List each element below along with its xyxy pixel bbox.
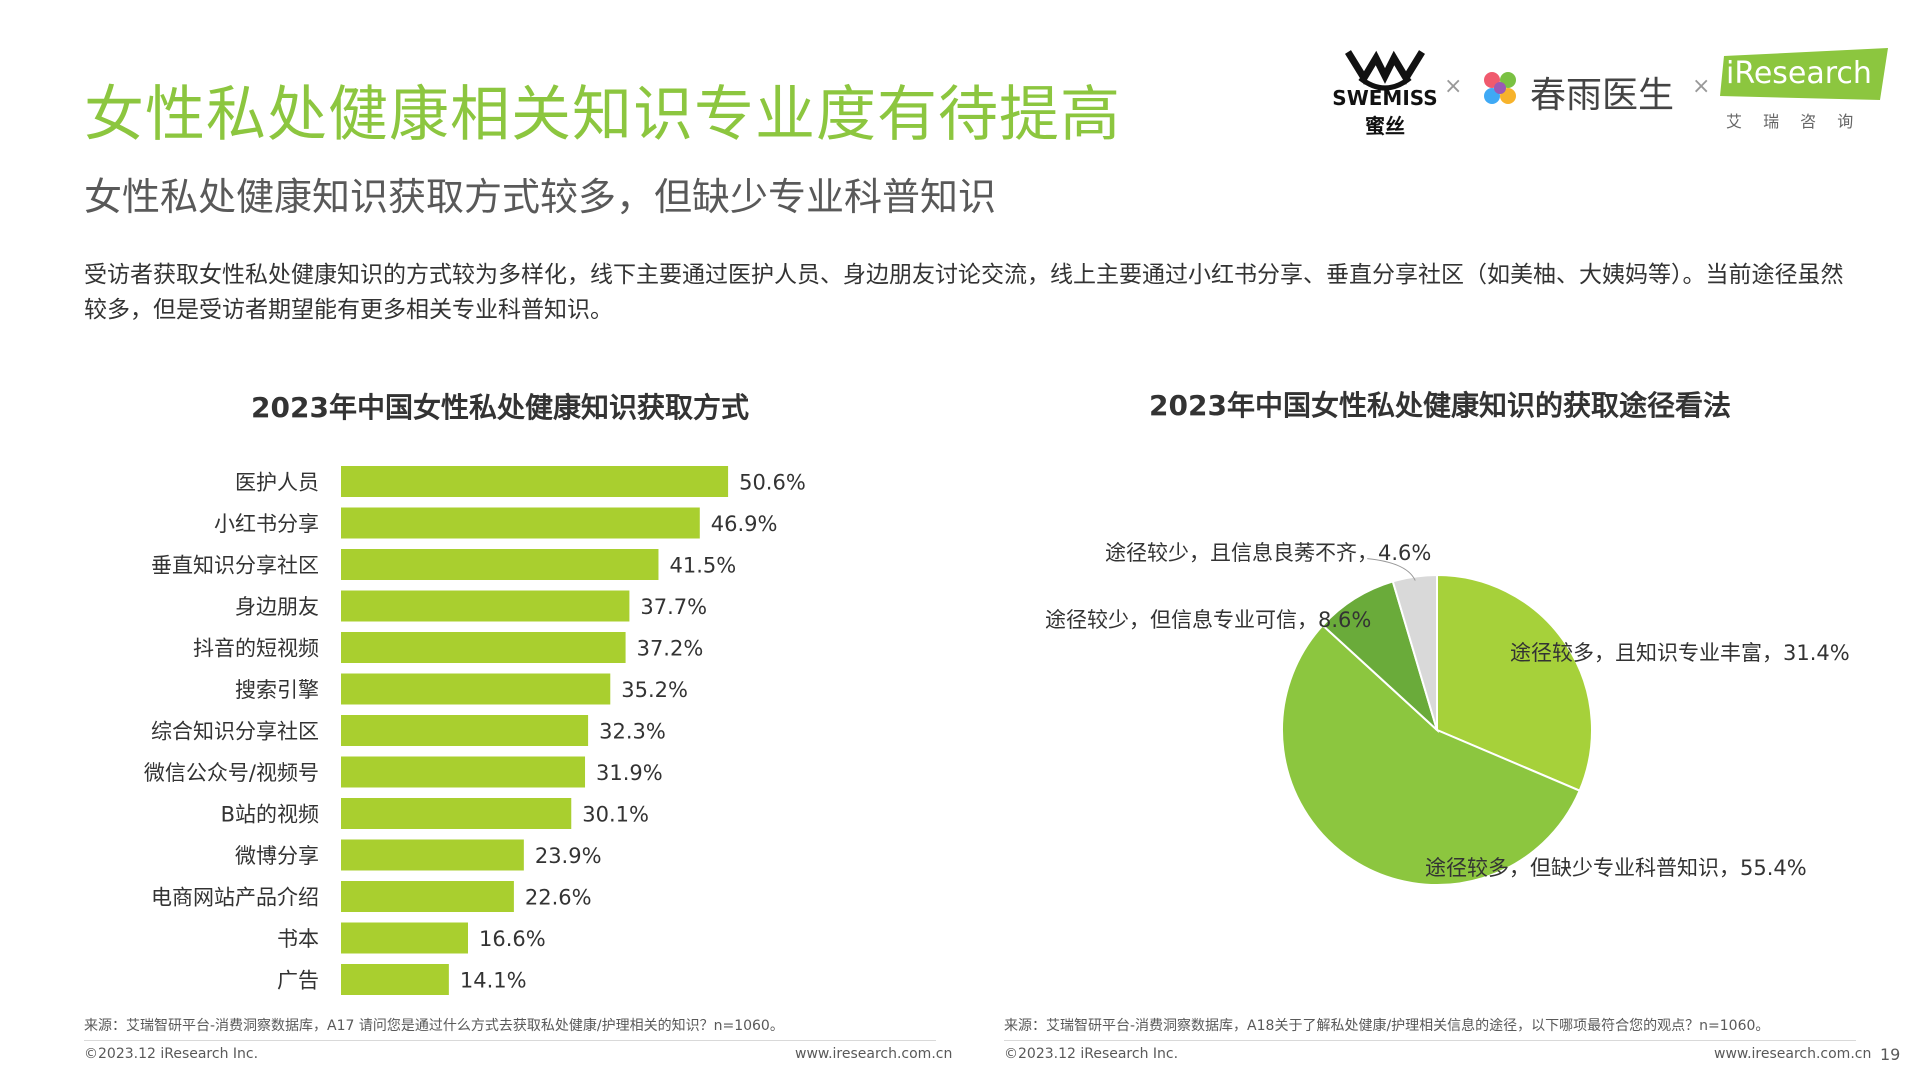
- bar: [341, 549, 659, 580]
- bar-value-label: 35.2%: [621, 678, 688, 702]
- iresearch-logo-text: iResearch: [1726, 56, 1872, 91]
- bar-value-label: 23.9%: [535, 844, 602, 868]
- bar-category-label: 微博分享: [235, 844, 319, 868]
- pie-chart-title: 2023年中国女性私处健康知识的获取途径看法: [1149, 389, 1731, 422]
- swemiss-mark-icon: [1345, 50, 1425, 91]
- iresearch-logo-cn: 艾 瑞 咨 询: [1726, 112, 1862, 131]
- bar-value-label: 37.7%: [640, 595, 707, 619]
- bar: [341, 839, 524, 871]
- description-text: 受访者获取女性私处健康知识的方式较为多样化，线下主要通过医护人员、身边朋友讨论交…: [84, 262, 1844, 323]
- bar-category-label: 垂直知识分享社区: [151, 554, 319, 578]
- bar-category-label: 抖音的短视频: [193, 637, 319, 661]
- bar-value-label: 37.2%: [637, 637, 704, 661]
- bar: [341, 715, 589, 746]
- iresearch-banner-icon: [1720, 48, 1888, 100]
- page-title: 女性私处健康相关知识专业度有待提高: [84, 80, 1121, 150]
- bar-category-label: 电商网站产品介绍: [151, 886, 319, 910]
- bar-category-label: 书本: [277, 927, 319, 951]
- right-source-note: 来源：艾瑞智研平台-消费洞察数据库，A18关于了解私处健康/护理相关信息的途径，…: [1004, 1018, 1770, 1034]
- bar: [341, 673, 611, 705]
- bar-category-label: 医护人员: [235, 471, 319, 495]
- pie-slice: [1436, 573, 1593, 792]
- left-copyright: ©2023.12 iResearch Inc.: [84, 1046, 259, 1062]
- pie-slice-label: 途径较多，且知识专业丰富，31.4%: [1510, 641, 1850, 665]
- page-subtitle: 女性私处健康知识获取方式较多，但缺少专业科普知识: [84, 175, 997, 219]
- bar: [341, 466, 729, 497]
- left-url[interactable]: www.iresearch.com.cn: [795, 1046, 953, 1062]
- chunyu-flower-icon: [1484, 72, 1516, 104]
- pie-slice-label: 途径较少，且信息良莠不齐，4.6%: [1105, 541, 1431, 565]
- swemiss-logo-text: SWEMISS: [1332, 86, 1438, 110]
- bar-category-label: 广告: [277, 969, 319, 993]
- pie-slice: [1281, 623, 1581, 886]
- bar-value-label: 22.6%: [525, 886, 592, 910]
- bar: [341, 798, 572, 829]
- bar: [341, 507, 700, 539]
- bar-category-label: 小红书分享: [214, 512, 319, 536]
- bar-value-label: 14.1%: [460, 969, 527, 993]
- right-footer-divider: [1004, 1040, 1856, 1041]
- logo-separator: ×: [1444, 74, 1463, 99]
- bar-value-label: 46.9%: [711, 512, 778, 536]
- pie-slice-label: 途径较多，但缺少专业科普知识，55.4%: [1425, 856, 1807, 880]
- bar: [341, 881, 514, 912]
- bar-value-label: 31.9%: [596, 761, 663, 785]
- right-url[interactable]: www.iresearch.com.cn: [1714, 1046, 1872, 1062]
- page-number: 19: [1880, 1045, 1901, 1064]
- swemiss-logo: SWEMISS 蜜丝: [1330, 48, 1440, 138]
- right-copyright: ©2023.12 iResearch Inc.: [1004, 1046, 1179, 1062]
- pie-leader-line: [1367, 558, 1416, 581]
- bar-value-label: 50.6%: [739, 471, 806, 495]
- bar: [341, 590, 630, 622]
- bar-chart-title: 2023年中国女性私处健康知识获取方式: [251, 391, 749, 424]
- bar-value-label: 16.6%: [479, 927, 546, 951]
- logo-separator: ×: [1692, 74, 1711, 99]
- left-footer-divider: [84, 1040, 936, 1041]
- bar-value-label: 41.5%: [669, 554, 736, 578]
- bar-category-label: 综合知识分享社区: [151, 720, 319, 744]
- bar-category-label: 身边朋友: [235, 595, 319, 619]
- bar: [341, 632, 626, 663]
- bar: [341, 964, 449, 995]
- bar-value-label: 30.1%: [582, 803, 649, 827]
- pie-slice: [1391, 573, 1438, 731]
- pie-slice: [1321, 580, 1439, 734]
- pie-slice-label: 途径较少，但信息专业可信，8.6%: [1045, 608, 1371, 632]
- bar-category-label: B站的视频: [221, 803, 319, 827]
- bar-category-label: 微信公众号/视频号: [144, 761, 319, 785]
- chunyu-logo-text: 春雨医生: [1530, 75, 1675, 116]
- bar: [341, 922, 468, 954]
- bar-value-label: 32.3%: [599, 720, 666, 744]
- left-source-note: 来源：艾瑞智研平台-消费洞察数据库，A17 请问您是通过什么方式去获取私处健康/…: [84, 1018, 784, 1034]
- swemiss-logo-cn: 蜜丝: [1365, 114, 1405, 138]
- bar-category-label: 搜索引擎: [235, 678, 319, 702]
- bar: [341, 756, 586, 788]
